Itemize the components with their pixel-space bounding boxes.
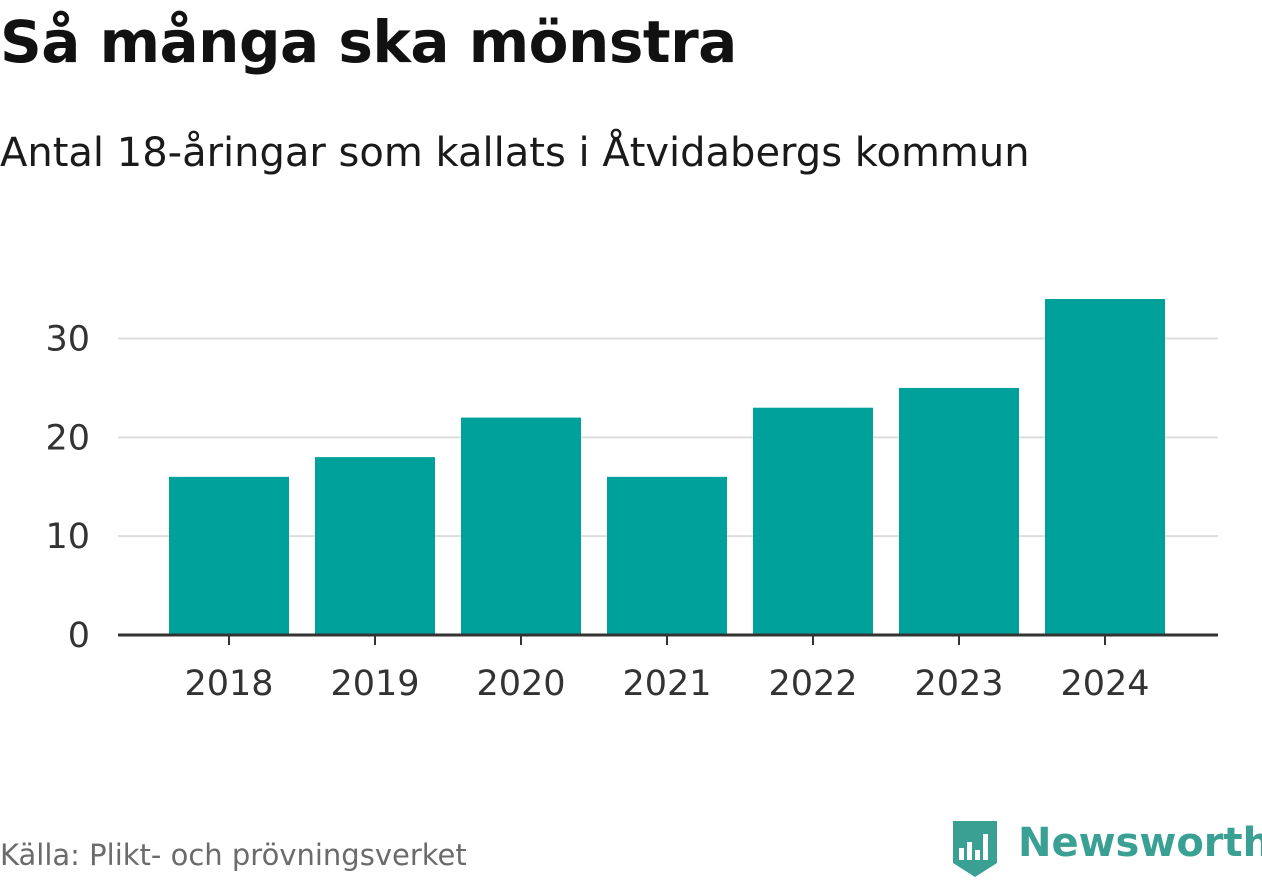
brand-name: Newsworthy — [1018, 820, 1262, 866]
chart-subtitle: Antal 18-åringar som kallats i Åtvidaber… — [0, 130, 1030, 176]
brand-logo: Newsworthy — [950, 818, 1262, 880]
x-tick-label: 2019 — [330, 664, 419, 704]
chart-title: Så många ska mönstra — [0, 8, 737, 76]
x-tick-label: 2020 — [476, 664, 565, 704]
bar-2019 — [315, 457, 435, 635]
newsworthy-logo-icon — [953, 821, 997, 877]
bar-2021 — [607, 476, 727, 635]
source-note: Källa: Plikt- och prövningsverket — [0, 838, 467, 872]
bar-2020 — [461, 417, 581, 635]
y-tick-label: 20 — [45, 418, 90, 458]
bar-2023 — [899, 387, 1019, 635]
y-tick-label: 0 — [68, 616, 90, 656]
x-tick-label: 2021 — [622, 664, 711, 704]
x-tick-label: 2023 — [914, 664, 1003, 704]
bar-2022 — [753, 407, 873, 635]
bar-2018 — [169, 476, 289, 635]
y-tick-label: 10 — [45, 517, 90, 557]
bar-2024 — [1045, 299, 1165, 635]
x-tick-label: 2018 — [184, 664, 273, 704]
x-tick-label: 2022 — [768, 664, 857, 704]
y-tick-label: 30 — [45, 320, 90, 360]
x-tick-label: 2024 — [1060, 664, 1149, 704]
